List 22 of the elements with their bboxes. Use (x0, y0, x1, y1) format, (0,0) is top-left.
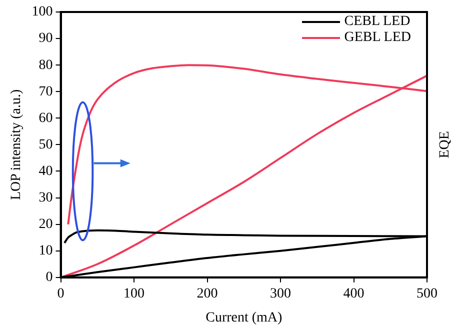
y-tick-label: 40 (38, 164, 53, 179)
y-tick-label: 90 (38, 31, 53, 46)
x-axis-title: Current (mA) (206, 310, 283, 326)
x-tick-label: 400 (343, 286, 364, 302)
y-tick-label: 0 (46, 270, 53, 286)
y-tick-label: 10 (38, 244, 53, 259)
y-tick-label: 80 (38, 58, 53, 73)
y-tick-label: 20 (38, 216, 53, 232)
x-tick-label: 500 (416, 286, 438, 302)
x-tick-label: 300 (270, 286, 292, 302)
x-tick-label: 200 (196, 286, 218, 302)
y-tick-label: 50 (38, 137, 53, 152)
x-tick-label: 0 (57, 286, 64, 302)
y-tick-label: 60 (38, 110, 53, 126)
x-tick-label: 100 (124, 286, 145, 302)
y-tick-label: 70 (38, 84, 53, 100)
y-tick-label: 30 (38, 190, 53, 206)
y-tick-label: 100 (32, 4, 53, 20)
y2-axis-title: EQE (438, 131, 453, 158)
y-axis-title: LOP intensity (a.u.) (9, 89, 24, 200)
legend-label: CEBL LED (344, 14, 410, 30)
legend-label: GEBL LED (344, 30, 411, 46)
